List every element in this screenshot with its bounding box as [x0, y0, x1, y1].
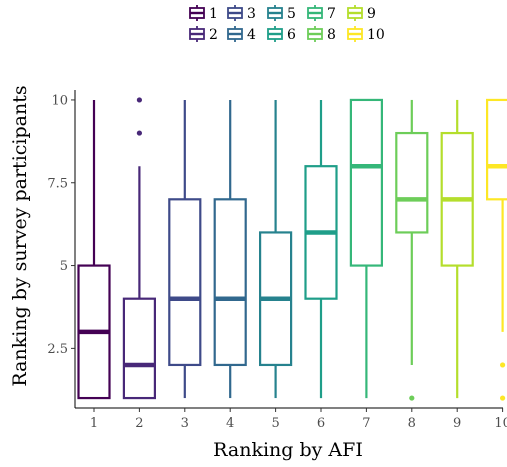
- x-tick-label: 10: [494, 416, 507, 431]
- box-4: [213, 99, 247, 399]
- legend-label: 2: [209, 27, 218, 43]
- box-1: [77, 99, 111, 400]
- legend-item-1: 1: [189, 5, 218, 22]
- box-9: [440, 99, 474, 399]
- legend-item-3: 3: [227, 5, 256, 22]
- y-axis-ticks: 2.5 5 7.5 10: [47, 93, 75, 357]
- legend-item-5: 5: [267, 5, 296, 22]
- legend-label: 9: [367, 6, 376, 22]
- y-axis-title: Ranking by survey participants: [9, 85, 31, 386]
- legend-label: 10: [367, 27, 385, 43]
- y-tick-label: 2.5: [47, 342, 68, 357]
- boxes: [77, 97, 507, 401]
- box-8: [395, 99, 429, 401]
- x-tick-label: 1: [90, 416, 98, 431]
- x-tick-label: 3: [181, 416, 189, 431]
- plot-area: 2.5 5 7.5 10 1 2 3 4 5 6 7 8 9 10: [47, 90, 507, 431]
- box-5: [259, 99, 293, 399]
- box-10: [486, 98, 507, 401]
- x-tick-label: 5: [271, 416, 279, 431]
- box-3: [168, 99, 202, 399]
- x-tick-label: 6: [317, 416, 325, 431]
- outlier-point: [500, 362, 506, 368]
- box-6: [304, 99, 338, 399]
- box-2: [122, 97, 157, 400]
- x-axis-title: Ranking by AFI: [213, 439, 363, 461]
- x-tick-label: 7: [362, 416, 370, 431]
- box-iqr: [395, 131, 429, 234]
- box-iqr: [349, 98, 383, 267]
- legend-item-7: 7: [307, 5, 336, 22]
- outlier-point: [136, 97, 142, 103]
- x-tick-label: 8: [408, 416, 416, 431]
- outlier-point: [500, 395, 506, 401]
- outlier-point: [136, 130, 142, 136]
- legend-item-9: 9: [347, 5, 376, 22]
- legend-label: 7: [327, 6, 336, 22]
- legend-item-8: 8: [307, 26, 336, 43]
- x-tick-label: 9: [453, 416, 461, 431]
- box-iqr: [213, 198, 247, 367]
- legend-label: 4: [247, 27, 256, 43]
- legend-label: 3: [247, 6, 256, 22]
- legend-item-2: 2: [189, 26, 218, 43]
- legend-label: 1: [209, 6, 218, 22]
- box-7: [349, 98, 383, 399]
- legend-item-4: 4: [227, 26, 256, 43]
- y-tick-label: 5: [60, 259, 68, 274]
- legend-item-6: 6: [267, 26, 296, 43]
- x-tick-label: 2: [135, 416, 143, 431]
- legend-label: 8: [327, 27, 336, 43]
- box-iqr: [122, 297, 157, 400]
- legend-label: 5: [287, 6, 296, 22]
- y-tick-label: 10: [51, 93, 68, 108]
- box-iqr: [168, 198, 202, 367]
- legend-label: 6: [287, 27, 296, 43]
- legend: 1 3 5 7 9 2 4 6 8 10: [189, 5, 385, 43]
- box-iqr: [486, 98, 507, 201]
- y-tick-label: 7.5: [47, 176, 68, 191]
- x-tick-label: 4: [226, 416, 234, 431]
- legend-item-10: 10: [347, 26, 385, 43]
- x-axis-ticks: 1 2 3 4 5 6 7 8 9 10: [90, 408, 507, 431]
- outlier-point: [409, 395, 415, 401]
